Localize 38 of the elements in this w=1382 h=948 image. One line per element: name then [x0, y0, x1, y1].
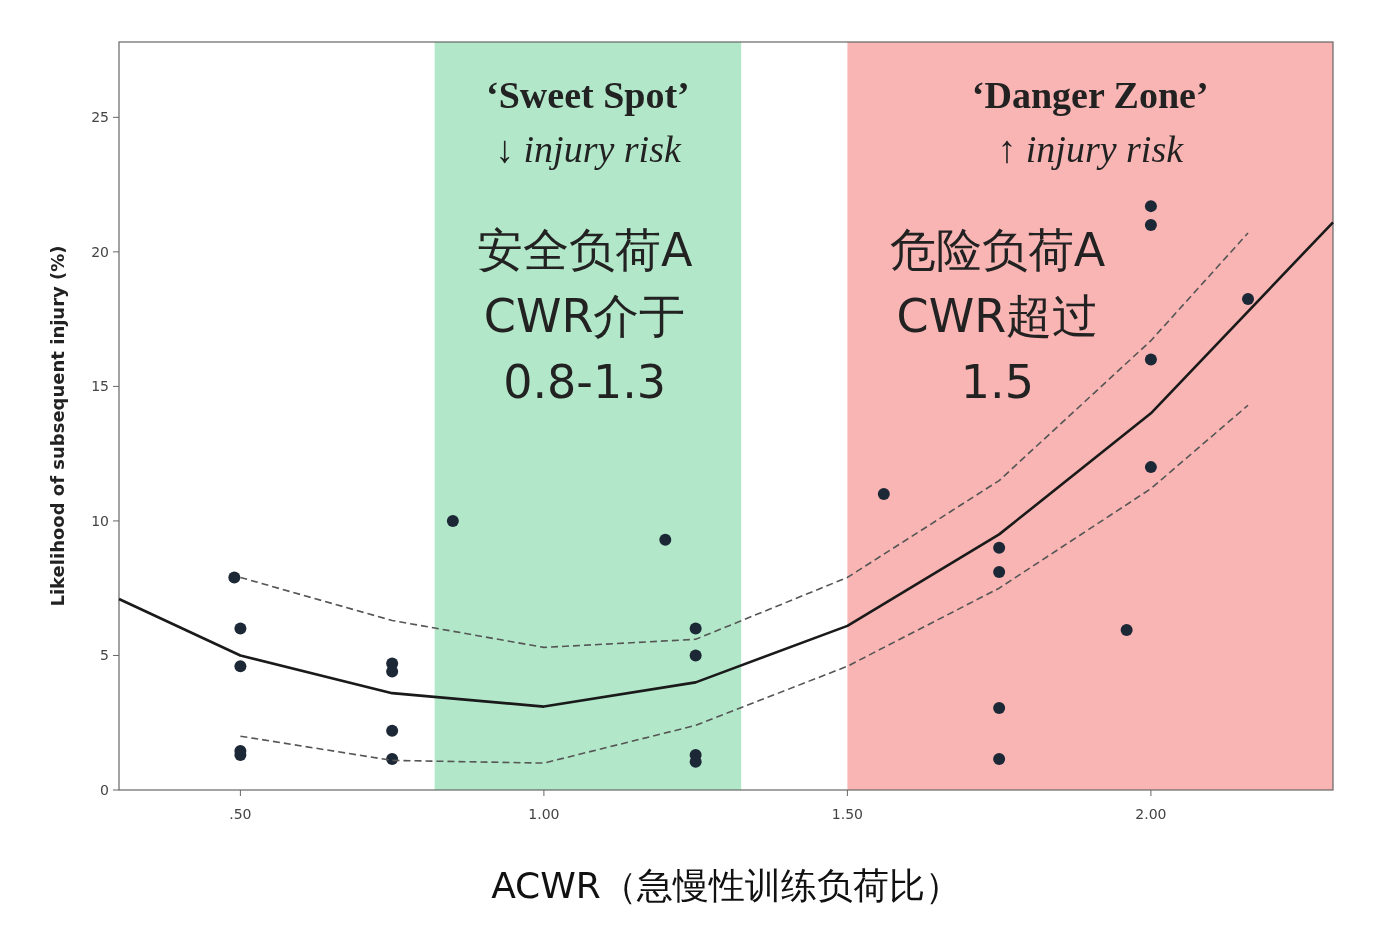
point: [993, 541, 1006, 554]
y-tick-label: 10: [91, 512, 109, 529]
annotation: ↑ injury risk: [997, 128, 1185, 170]
y-axis-title: Likelihood of subsequent injury (%): [47, 245, 68, 607]
point: [1242, 292, 1255, 305]
point: [993, 753, 1006, 766]
point: [386, 753, 399, 766]
point: [659, 533, 672, 546]
y-tick-label: 5: [100, 647, 109, 664]
y-tick-label: 20: [91, 243, 109, 260]
point: [689, 622, 702, 635]
point: [386, 724, 399, 737]
point: [1144, 200, 1157, 213]
point: [689, 649, 702, 662]
point: [234, 660, 247, 673]
y-tick-label: 0: [100, 782, 109, 798]
point: [234, 622, 247, 635]
point: [993, 566, 1006, 579]
point: [1144, 218, 1157, 231]
x-axis-title: ACWR（急慢性训练负荷比）: [491, 865, 961, 906]
y-tick-label: 15: [91, 378, 109, 395]
point: [228, 571, 241, 584]
x-tick-label: 1.00: [528, 806, 560, 822]
point: [1144, 461, 1157, 474]
x-tick-label: 1.50: [831, 806, 863, 822]
x-tick-label: .50: [229, 806, 252, 822]
point: [877, 488, 890, 501]
point: [993, 701, 1006, 714]
band-label: ‘Danger Zone’: [971, 74, 1209, 116]
band-label: ‘Sweet Spot’: [486, 74, 690, 116]
annotation: 危险负荷ACWR超过1.5: [889, 223, 1106, 410]
annotation: 安全负荷ACWR介于0.8-1.3: [476, 223, 693, 410]
annotation: ↓ injury risk: [495, 128, 682, 170]
point: [1120, 623, 1133, 636]
y-tick-label: 25: [91, 109, 109, 126]
point: [446, 514, 459, 527]
x-tick-label: 2.00: [1135, 806, 1167, 822]
point: [1144, 353, 1157, 366]
